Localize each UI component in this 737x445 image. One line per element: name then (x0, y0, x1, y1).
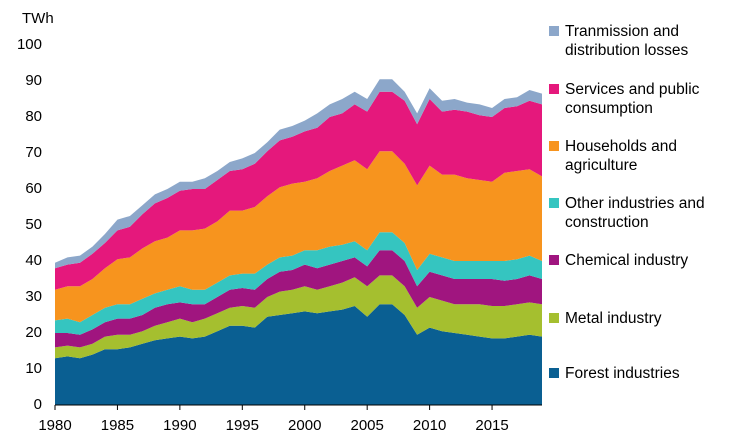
legend-label: Services and public consumption (565, 81, 700, 117)
area (55, 275, 542, 359)
legend-swatch (549, 255, 559, 265)
legend-label: Forest industries (565, 365, 680, 382)
legend-label: Households and agriculture (565, 138, 678, 174)
y-tick-label: 0 (34, 396, 42, 413)
legend-swatch (549, 141, 559, 151)
x-tick-label: 1990 (163, 417, 196, 434)
y-tick-label: 90 (25, 72, 42, 89)
area (55, 304, 542, 405)
y-tick-label: 100 (17, 36, 42, 53)
y-tick-label: 40 (25, 252, 42, 269)
areas (55, 79, 542, 405)
area (55, 91, 542, 290)
x-tick-label: 1980 (38, 417, 71, 434)
y-tick-label: 30 (25, 288, 42, 305)
y-tick-label: 70 (25, 144, 42, 161)
legend-item: Chemical industry (549, 251, 729, 270)
legend-swatch (549, 313, 559, 323)
legend-swatch (549, 198, 559, 208)
legend-swatch (549, 26, 559, 36)
area (55, 151, 542, 323)
area (55, 250, 542, 348)
legend-label: Tranmission and distribution losses (565, 23, 689, 59)
x-tick-label: 2015 (475, 417, 508, 434)
legend-item: Metal industry (549, 309, 729, 328)
legend-item: Services and public consumption (549, 80, 729, 118)
y-tick-label: 80 (25, 108, 42, 125)
legend-swatch (549, 368, 559, 378)
x-tick-label: 1995 (226, 417, 259, 434)
legend-item: Tranmission and distribution losses (549, 22, 729, 60)
legend-label: Chemical industry (565, 252, 689, 269)
y-tick-label: 50 (25, 216, 42, 233)
legend-label: Metal industry (565, 310, 662, 327)
y-tick-label: 20 (25, 324, 42, 341)
x-tick-label: 2010 (413, 417, 446, 434)
y-axis-label: TWh (22, 10, 54, 27)
legend-item: Other industries and construction (549, 194, 729, 232)
y-tick-label: 10 (25, 360, 42, 377)
legend-label: Other industries and construction (565, 195, 705, 231)
x-tick-label: 2000 (288, 417, 321, 434)
legend-swatch (549, 84, 559, 94)
legend-item: Households and agriculture (549, 137, 729, 175)
x-tick-label: 1985 (101, 417, 134, 434)
x-tick-label: 2005 (350, 417, 383, 434)
legend-item: Forest industries (549, 364, 729, 383)
y-tick-label: 60 (25, 180, 42, 197)
